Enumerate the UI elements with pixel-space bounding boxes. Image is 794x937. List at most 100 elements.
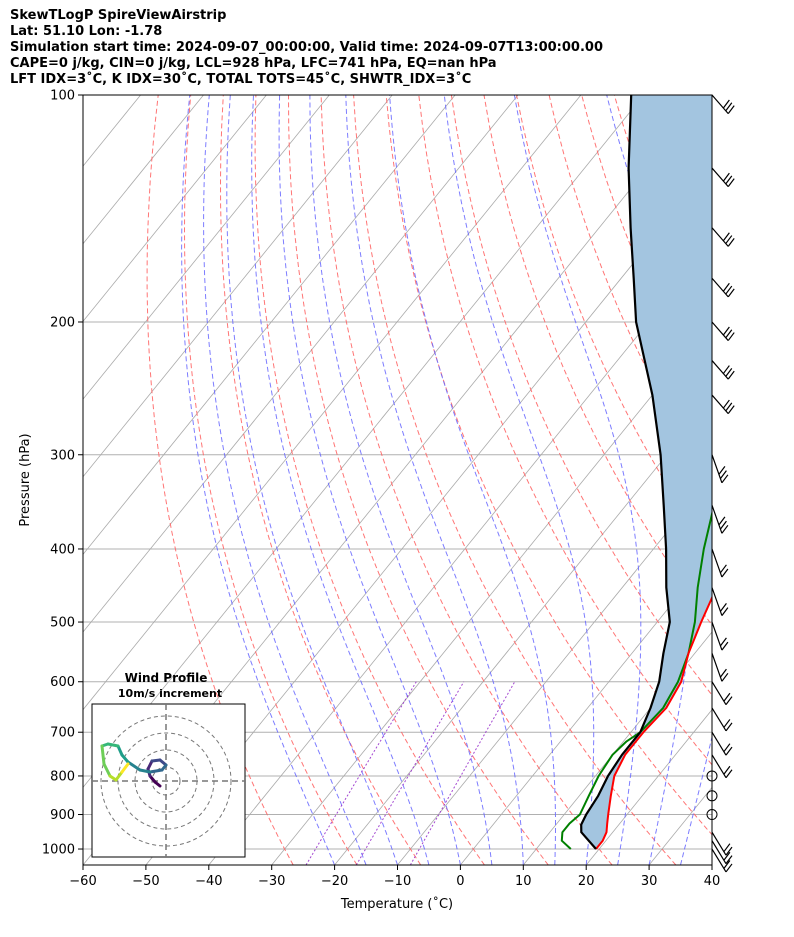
y-tick-label: 200 [50,315,75,330]
wind-barb [711,394,735,415]
isotherm [83,95,204,245]
x-tick-label: 0 [456,874,464,889]
wind-barb [711,587,729,616]
barb-flag [727,405,735,414]
barb-flag [725,235,733,244]
barb-flag [723,860,731,869]
chart-header: SkewTLogP SpireViewAirstrip Lat: 51.10 L… [10,8,790,88]
x-tick-label: −20 [321,874,348,889]
wind-barbs [706,94,735,873]
wind-barb [711,831,733,856]
barb-flag [725,175,733,185]
barb-flag [721,672,729,682]
barb-flag [727,370,735,380]
moist-adiabat [443,95,595,865]
hodograph-segment [106,742,120,748]
x-tick-label: −10 [384,874,411,889]
y-tick-label: 1000 [42,843,75,858]
barb-flag [727,238,735,247]
isotherm [83,95,330,400]
barb-flag [725,329,733,339]
barb-flag [725,285,733,295]
wind-barb [711,505,729,534]
dry-adiabat [418,95,712,766]
wind-barb [711,94,735,114]
x-tick-label: 10 [515,874,532,889]
y-tick-label: 300 [50,448,75,463]
dry-adiabat [777,95,794,865]
moist-adiabat [226,95,398,865]
barb-flag [725,722,733,732]
barb-staff [711,707,727,732]
barb-flag [725,855,733,865]
isotherm [522,631,712,865]
wind-barb [711,754,733,779]
barb-flag [719,564,727,574]
y-tick-label: 100 [50,89,75,104]
y-tick-label: 900 [50,808,75,823]
y-tick-label: 700 [50,726,75,741]
inset-title: Wind Profile [125,671,208,685]
dry-adiabat [183,95,358,865]
x-tick-label: −40 [195,874,222,889]
wind-barb [711,621,729,651]
moist-adiabat [389,95,556,865]
barb-flag [719,668,727,678]
moist-adiabat [278,95,461,865]
barb-flag [721,474,729,484]
y-axis-label: Pressure (hPa) [18,433,33,526]
dry-adiabat [254,95,485,865]
barb-flag [725,367,733,377]
hodograph-segment [126,760,142,772]
hodograph-segment [100,744,106,766]
barb-flag [722,282,730,292]
x-tick-label: −60 [69,874,96,889]
dry-adiabat [450,95,712,696]
wind-barb [711,548,729,578]
cape-cin-shading [581,95,712,849]
mixing-ratio-line [355,681,465,865]
location-line: Lat: 51.10 Lon: -1.78 [10,24,163,39]
x-tick-label: 40 [704,874,721,889]
barb-flag [719,470,727,479]
barb-flag [725,863,733,873]
inset-plot [92,704,245,857]
barb-flag [721,607,729,616]
dry-adiabat [516,95,712,556]
moist-adiabat [251,95,430,865]
hodograph-segment [120,762,130,774]
hodograph-segment [102,762,112,778]
index-line: LFT IDX=3˚C, K IDX=30˚C, TOTAL TOTS=45˚C… [10,72,472,87]
background-lines [83,95,794,865]
barb-flag [719,603,727,612]
barb-flag [727,178,735,188]
dewpoint-line [560,509,712,850]
time-line: Simulation start time: 2024-09-07_00:00:… [10,40,603,55]
mixing-ratio-line [305,681,417,865]
moist-adiabat [181,95,336,865]
barb-flag [727,288,735,298]
wind-barb [711,707,733,732]
barb-flag [723,743,731,753]
x-tick-label: −50 [132,874,159,889]
x-axis-label: Temperature (˚C) [340,896,453,912]
hodograph-segment [114,770,124,782]
barb-flag [718,466,726,475]
barb-flag [722,399,730,409]
dry-adiabat [146,95,294,865]
hodograph-segment [116,744,124,757]
barb-flag [722,326,730,336]
isotherm [271,320,712,865]
isotherm [83,95,456,556]
barb-flag [721,641,729,651]
barb-flag [725,102,733,112]
barb-flag [719,637,727,647]
moist-adiabat [309,95,493,865]
barb-flag [723,692,731,702]
barb-flag [723,765,731,775]
inset-subtitle: 10m/s increment [118,687,222,700]
isotherm [83,95,267,323]
barb-flag [725,696,733,706]
barb-flag [725,769,733,779]
x-tick-label: −30 [258,874,285,889]
